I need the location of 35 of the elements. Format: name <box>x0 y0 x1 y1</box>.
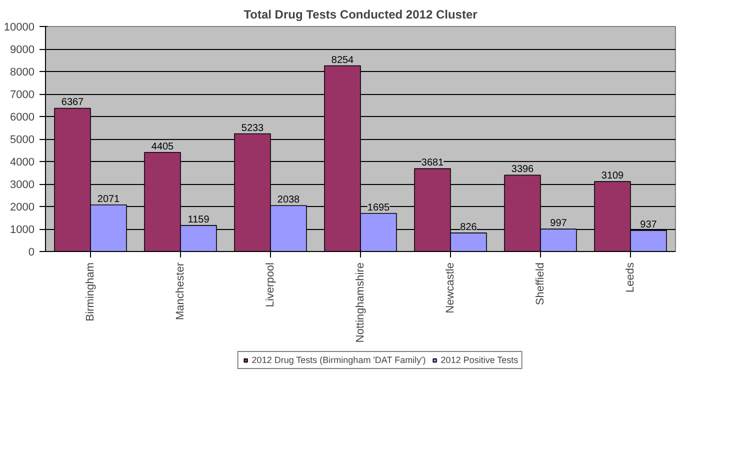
y-tick-label: 3000 <box>10 179 35 191</box>
data-label: 4405 <box>151 141 174 152</box>
y-tick-label: 6000 <box>10 112 35 124</box>
x-tick-label: Birmingham <box>84 262 96 322</box>
chart-title: Total Drug Tests Conducted 2012 Cluster <box>244 8 478 22</box>
x-tick-label: Sheffield <box>534 262 546 306</box>
x-tick-label: Liverpool <box>264 262 276 308</box>
data-label: 5233 <box>241 122 264 134</box>
data-label: 8254 <box>331 54 354 66</box>
data-label: 3396 <box>511 164 534 176</box>
x-tick-label: Leeds <box>624 262 636 292</box>
legend-label: 2012 Positive Tests <box>440 355 518 365</box>
y-tick-label: 1000 <box>10 224 35 236</box>
y-tick-label: 7000 <box>10 89 35 101</box>
x-tick-label: Newcastle <box>444 262 456 314</box>
y-tick-label: 0 <box>28 246 35 258</box>
y-tick-label: 8000 <box>10 66 35 78</box>
y-tick-label: 9000 <box>10 44 35 56</box>
data-label: 3109 <box>601 170 624 182</box>
data-label: 3681 <box>421 158 444 169</box>
y-tick-label: 2000 <box>10 202 35 214</box>
data-label: 6367 <box>61 97 84 108</box>
legend-label: 2012 Drug Tests (Birmingham 'DAT Family') <box>252 355 426 365</box>
x-tick-label: Nottinghamshire <box>354 262 366 343</box>
data-label: 826 <box>460 222 478 233</box>
x-tick-label: Manchester <box>174 262 186 320</box>
y-tick-label: 5000 <box>10 134 35 146</box>
data-label: 997 <box>550 218 568 230</box>
data-label: 1159 <box>188 214 210 226</box>
y-tick-label: 10000 <box>4 22 35 34</box>
data-label: 1695 <box>367 202 390 214</box>
y-tick-label: 4000 <box>10 156 35 168</box>
data-label: 2071 <box>97 194 120 205</box>
data-label: 937 <box>640 219 658 230</box>
data-label: 2038 <box>277 194 300 206</box>
